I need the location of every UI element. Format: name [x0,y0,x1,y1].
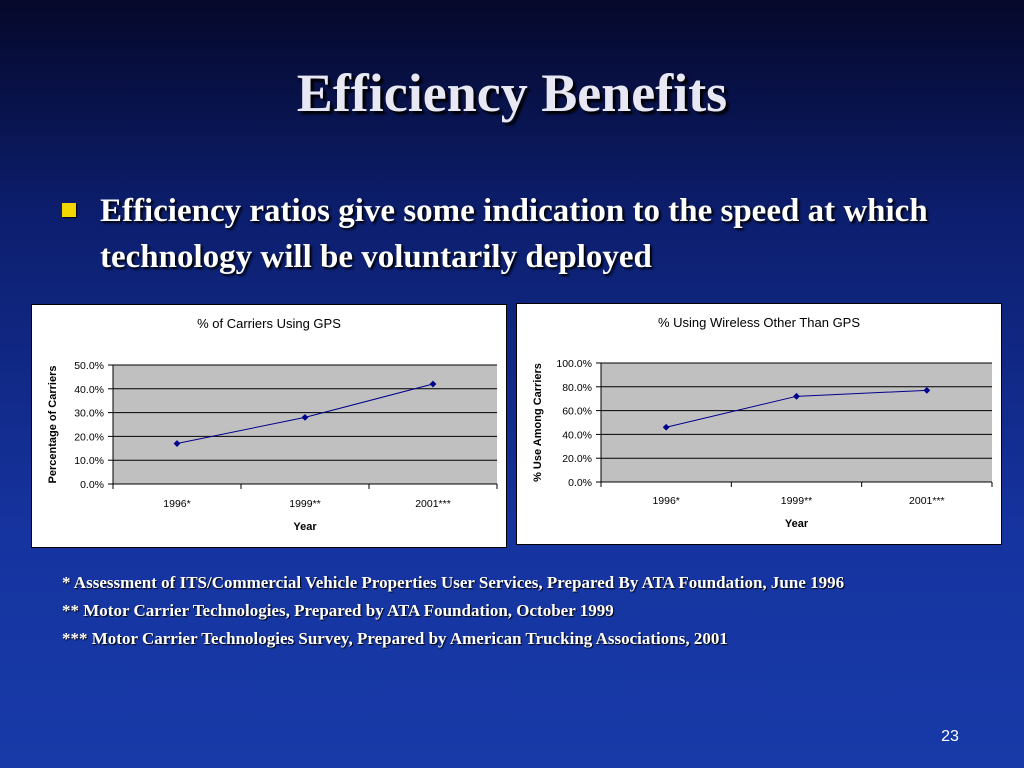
bullet-text: Efficiency ratios give some indication t… [100,193,928,275]
x-tick-label: 1999** [781,495,813,507]
y-axis-label: Percentage of Carriers [47,366,59,484]
footnote-2001: *** Motor Carrier Technologies Survey, P… [62,629,728,648]
y-tick-label: 10.0% [74,455,104,467]
x-tick-label: 1996* [163,498,190,510]
chart-title: % Using Wireless Other Than GPS [658,315,860,330]
footnote-1999: ** Motor Carrier Technologies, Prepared … [62,601,614,620]
data-point [173,440,181,447]
footnote-1996: * Assessment of ITS/Commercial Vehicle P… [62,573,845,592]
plot-area [113,365,497,484]
y-tick-label: 40.0% [562,429,592,441]
y-tick-label: 40.0% [74,384,104,396]
chart-wireless: % Using Wireless Other Than GPS 0.0% 20.0%… [516,303,1002,545]
data-point [793,392,800,400]
chart-wireless-svg: % Using Wireless Other Than GPS 0.0% 20.0%… [532,315,993,530]
y-tick-label: 20.0% [74,431,104,443]
y-axis-label: % Use Among Carriers [532,363,544,482]
x-tick-label: 1996* [652,495,679,507]
x-tick-label: 2001*** [415,498,451,510]
y-tick-label: 60.0% [562,406,592,418]
x-tick-label: 1999** [289,498,321,510]
chart-title: % of Carriers Using GPS [197,316,341,331]
x-axis-label: Year [293,521,317,533]
data-point [662,423,670,431]
bullet-item: Efficiency ratios give some indication t… [62,188,982,280]
chart-gps-svg: % of Carriers Using GPS 0.0% 10.0% 20.0% 30.… [47,316,498,533]
y-tick-label: 100.0% [556,358,592,370]
y-tick-label: 50.0% [74,360,104,372]
x-tick-label: 2001*** [909,495,945,507]
y-tick-label: 30.0% [74,408,104,420]
y-tick-label: 20.0% [562,453,592,465]
square-bullet-icon [62,203,76,217]
data-point [429,380,437,388]
page-number: 23 [941,728,959,745]
y-tick-label: 0.0% [80,479,104,491]
chart-gps: % of Carriers Using GPS 0.0% 10.0% 20.0% 30.… [31,304,507,548]
y-tick-label: 80.0% [562,382,592,394]
plot-area [601,363,992,482]
x-axis-label: Year [785,518,809,530]
y-tick-label: 0.0% [568,477,592,489]
slide-title: Efficiency Benefits [296,63,728,123]
data-point [301,413,309,421]
